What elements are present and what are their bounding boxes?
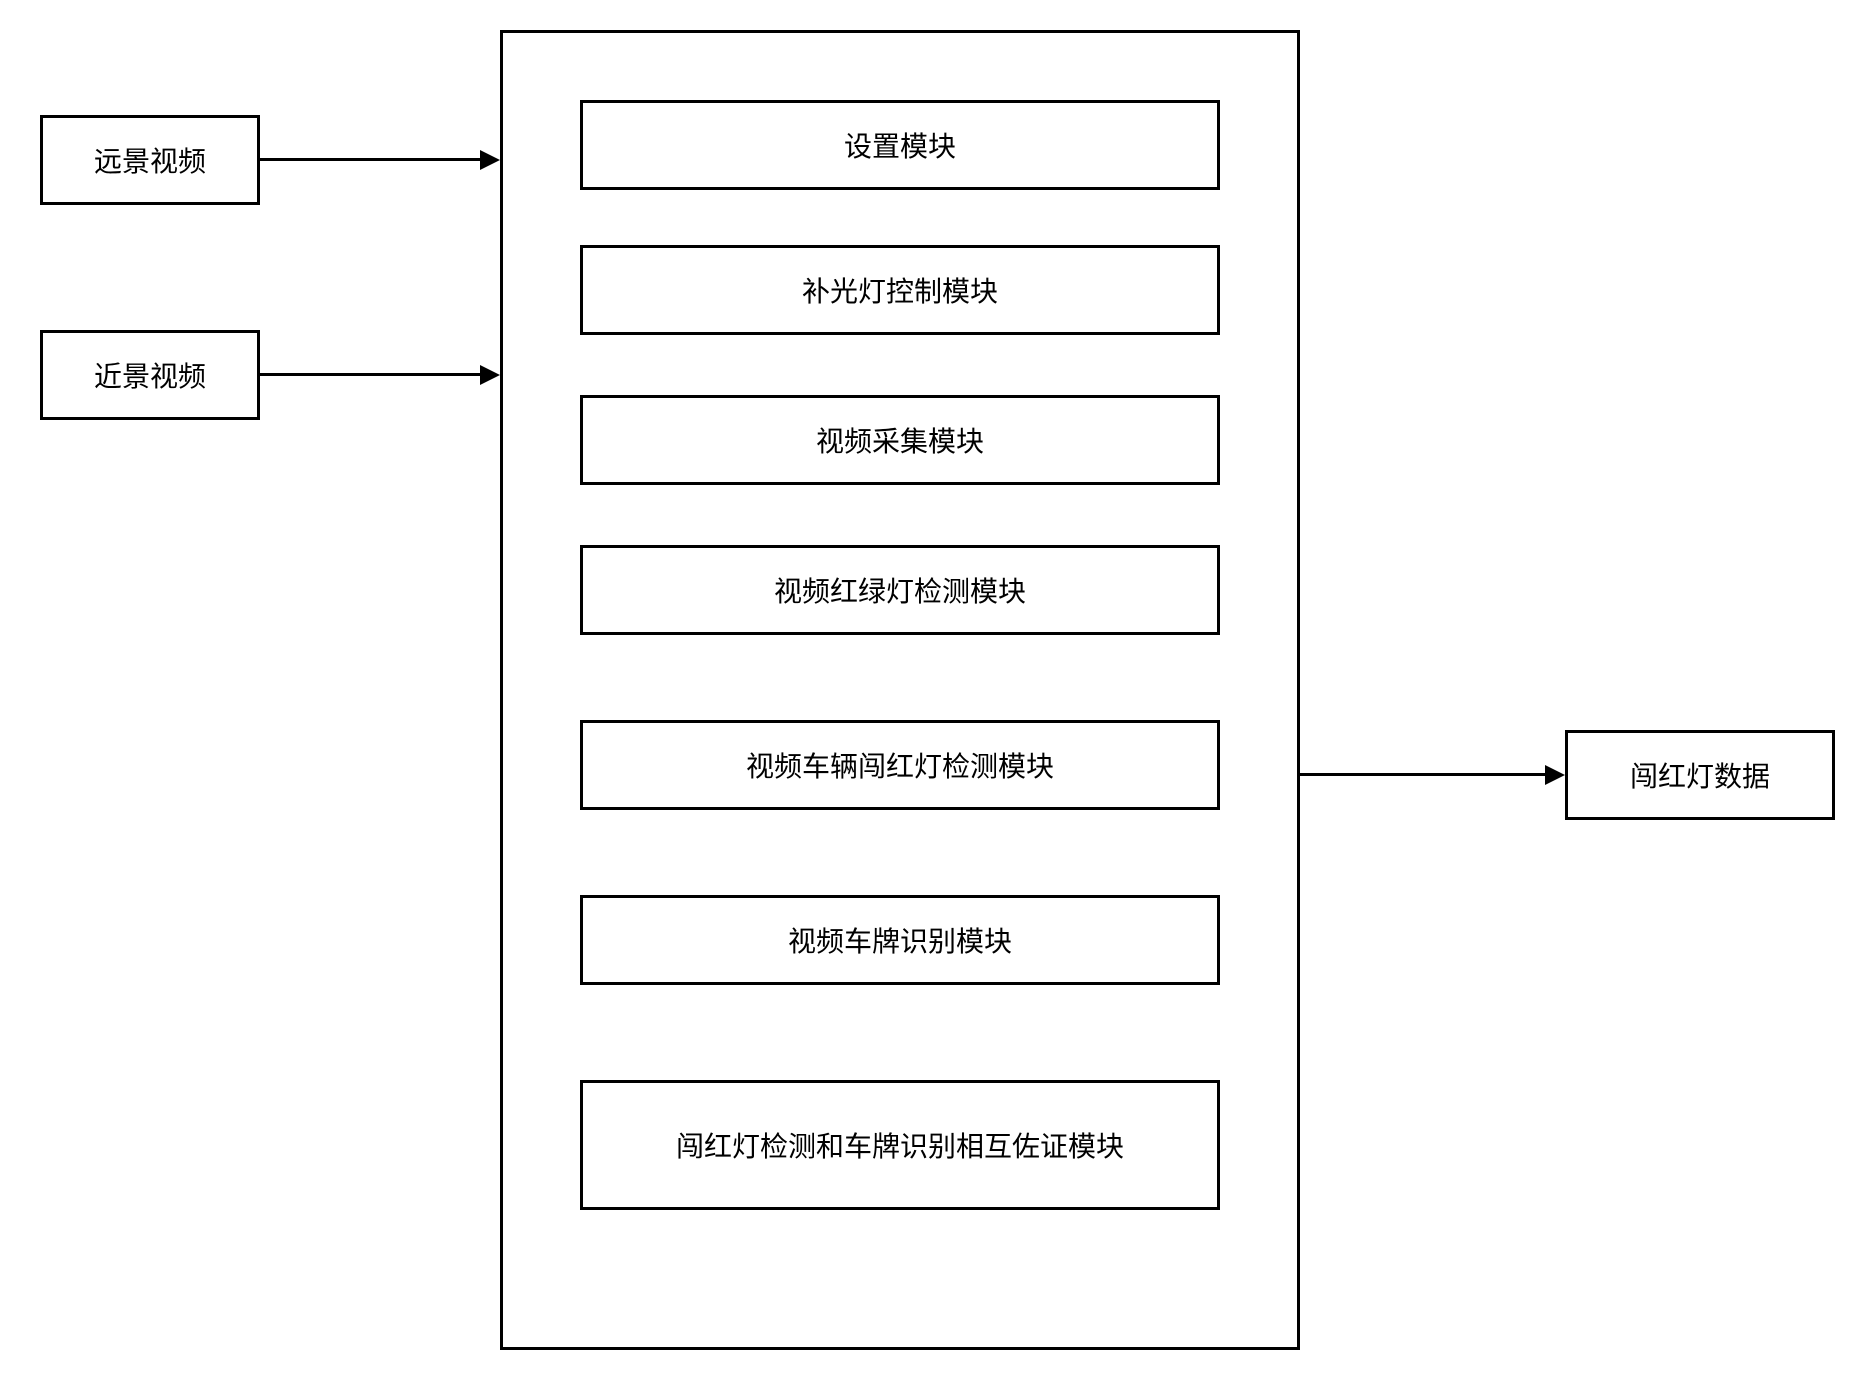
module-traffic-light-detect: 视频红绿灯检测模块 [580, 545, 1220, 635]
module-red-light-violation-detect: 视频车辆闯红灯检测模块 [580, 720, 1220, 810]
module-label: 设置模块 [844, 125, 956, 165]
module-label: 视频采集模块 [816, 420, 984, 460]
module-label: 视频车辆闯红灯检测模块 [746, 745, 1054, 785]
arrow-line [260, 373, 480, 376]
module-label: 视频红绿灯检测模块 [774, 570, 1026, 610]
module-label: 闯红灯检测和车牌识别相互佐证模块 [676, 1125, 1124, 1165]
arrow-head-icon [480, 150, 500, 170]
arrow-head-icon [480, 365, 500, 385]
arrow-head-icon [1545, 765, 1565, 785]
module-settings: 设置模块 [580, 100, 1220, 190]
module-fill-light: 补光灯控制模块 [580, 245, 1220, 335]
input-label: 远景视频 [94, 140, 206, 180]
arrow-line [1300, 773, 1545, 776]
module-label: 视频车牌识别模块 [788, 920, 1012, 960]
arrow-line [260, 158, 480, 161]
module-plate-recognition: 视频车牌识别模块 [580, 895, 1220, 985]
output-label: 闯红灯数据 [1630, 755, 1770, 795]
output-box: 闯红灯数据 [1565, 730, 1835, 820]
input-label: 近景视频 [94, 355, 206, 395]
input-box-near-video: 近景视频 [40, 330, 260, 420]
input-box-far-video: 远景视频 [40, 115, 260, 205]
module-video-capture: 视频采集模块 [580, 395, 1220, 485]
module-label: 补光灯控制模块 [802, 270, 998, 310]
module-cross-verify: 闯红灯检测和车牌识别相互佐证模块 [580, 1080, 1220, 1210]
